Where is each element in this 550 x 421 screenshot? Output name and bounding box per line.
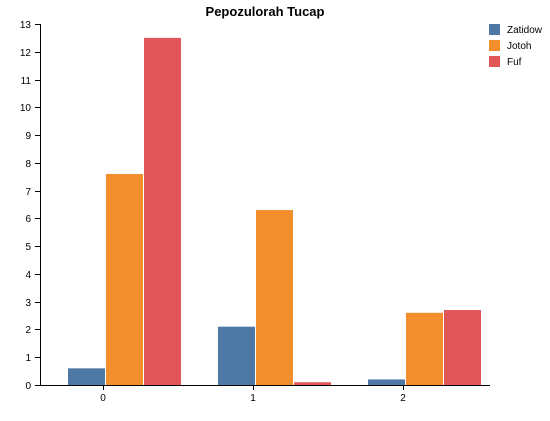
y-tick-label: 5 [25,242,31,253]
bar-zatidow-1 [218,326,255,385]
legend-label-zatidow: Zatidow [507,25,543,36]
bar-zatidow-0 [68,368,105,385]
bar-fuf-1 [294,382,331,385]
x-axis: 0 1 2 [40,385,490,404]
y-tick-label: 3 [25,298,31,309]
bar-fuf-0 [144,37,181,386]
y-tick-label: 7 [25,187,31,198]
y-tick-label: 12 [20,48,32,59]
y-tick-label: 4 [25,270,31,281]
y-tick-label: 10 [20,103,32,114]
legend-swatch-fuf [489,56,500,67]
y-tick-label: 1 [25,353,31,364]
legend-swatch-jotoh [489,40,500,51]
bar-jotoh-0 [106,173,143,385]
bar-fuf-2 [444,310,481,385]
y-tick-label: 8 [25,159,31,170]
bar-zatidow-2 [368,379,405,385]
chart-title: Pepozulorah Tucap [206,4,325,19]
bar-jotoh-2 [406,312,443,385]
y-tick-label: 0 [25,381,31,392]
bar-jotoh-1 [256,210,293,385]
y-tick-label: 13 [20,20,32,31]
y-tick-label: 9 [25,131,31,142]
bars [68,37,481,386]
legend: Zatidow Jotoh Fuf [489,24,543,68]
legend-label-jotoh: Jotoh [507,41,531,52]
x-tick-label: 1 [250,393,256,404]
y-tick-label: 11 [21,76,32,87]
legend-swatch-zatidow [489,24,500,35]
legend-label-fuf: Fuf [507,57,522,68]
y-tick-label: 2 [25,325,31,336]
x-tick-label: 0 [100,393,106,404]
x-tick-label: 2 [400,393,406,404]
y-tick-label: 6 [25,214,31,225]
